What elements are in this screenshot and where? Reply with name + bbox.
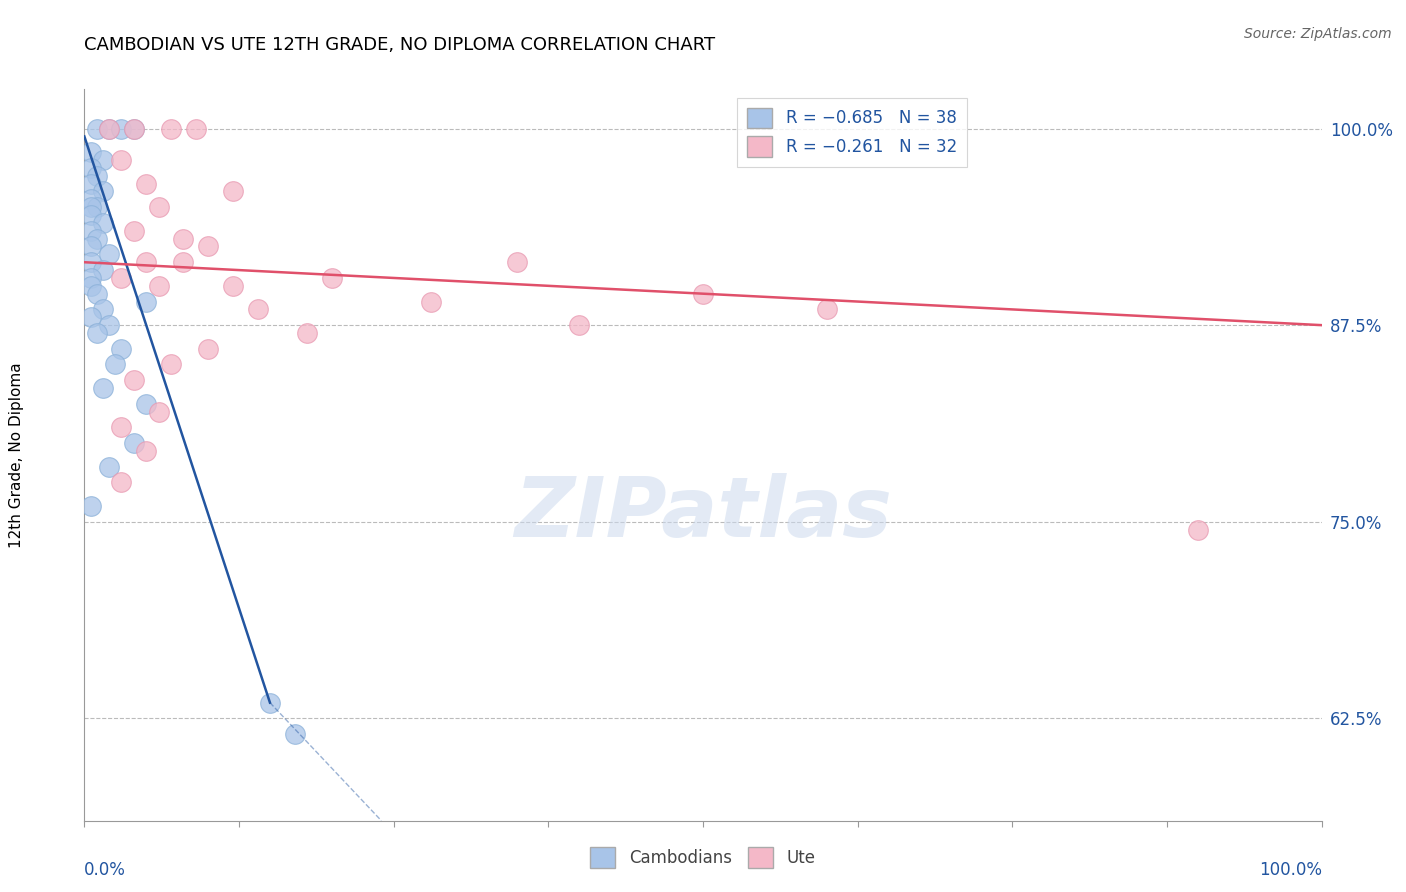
Text: 0.0%: 0.0% — [84, 861, 127, 879]
Point — [197, 342, 219, 356]
Text: 12th Grade, No Diploma: 12th Grade, No Diploma — [8, 362, 24, 548]
Point — [148, 200, 170, 214]
Point — [1187, 523, 1209, 537]
Point — [91, 263, 114, 277]
Point — [172, 232, 194, 246]
Point — [184, 121, 207, 136]
Text: CAMBODIAN VS UTE 12TH GRADE, NO DIPLOMA CORRELATION CHART: CAMBODIAN VS UTE 12TH GRADE, NO DIPLOMA … — [84, 36, 716, 54]
Point — [91, 302, 114, 317]
Point — [79, 278, 101, 293]
Legend: Cambodians, Ute: Cambodians, Ute — [583, 841, 823, 874]
Point — [98, 247, 121, 261]
Point — [79, 255, 101, 269]
Text: ZIPatlas: ZIPatlas — [515, 473, 891, 554]
Point — [419, 294, 441, 309]
Point — [172, 255, 194, 269]
Text: Source: ZipAtlas.com: Source: ZipAtlas.com — [1244, 27, 1392, 41]
Point — [122, 224, 145, 238]
Point — [79, 239, 101, 253]
Point — [692, 286, 714, 301]
Point — [135, 444, 157, 458]
Point — [122, 436, 145, 450]
Point — [79, 310, 101, 325]
Point — [86, 232, 108, 246]
Point — [148, 405, 170, 419]
Point — [79, 208, 101, 222]
Point — [135, 397, 157, 411]
Point — [86, 286, 108, 301]
Point — [110, 153, 132, 167]
Point — [222, 278, 245, 293]
Point — [135, 294, 157, 309]
Point — [86, 326, 108, 340]
Point — [321, 271, 343, 285]
Point — [222, 185, 245, 199]
Point — [122, 121, 145, 136]
Point — [110, 475, 132, 490]
Point — [135, 177, 157, 191]
Point — [104, 358, 127, 372]
Point — [122, 373, 145, 387]
Point — [79, 192, 101, 206]
Point — [197, 239, 219, 253]
Point — [259, 696, 281, 710]
Point — [135, 255, 157, 269]
Point — [815, 302, 838, 317]
Point — [110, 121, 132, 136]
Point — [79, 161, 101, 175]
Point — [86, 121, 108, 136]
Point — [91, 381, 114, 395]
Point — [98, 459, 121, 474]
Point — [295, 326, 318, 340]
Point — [284, 727, 307, 741]
Point — [110, 271, 132, 285]
Point — [86, 169, 108, 183]
Point — [122, 121, 145, 136]
Point — [86, 200, 108, 214]
Point — [91, 153, 114, 167]
Point — [91, 216, 114, 230]
Point — [79, 200, 101, 214]
Point — [160, 358, 183, 372]
Point — [79, 224, 101, 238]
Point — [110, 342, 132, 356]
Point — [506, 255, 529, 269]
Point — [110, 420, 132, 434]
Point — [568, 318, 591, 333]
Point — [79, 271, 101, 285]
Point — [98, 121, 121, 136]
Point — [79, 145, 101, 160]
Point — [98, 318, 121, 333]
Point — [91, 185, 114, 199]
Point — [148, 278, 170, 293]
Point — [79, 499, 101, 513]
Point — [98, 121, 121, 136]
Text: 100.0%: 100.0% — [1258, 861, 1322, 879]
Point — [246, 302, 269, 317]
Point — [79, 177, 101, 191]
Point — [160, 121, 183, 136]
